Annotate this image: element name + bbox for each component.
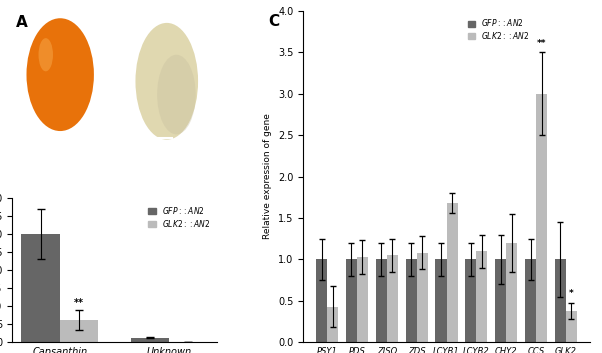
Bar xyxy=(566,311,577,342)
Bar xyxy=(435,259,447,342)
Bar xyxy=(525,259,536,342)
Bar xyxy=(465,259,476,342)
Text: *: * xyxy=(569,289,574,298)
Text: **: ** xyxy=(537,39,546,48)
Legend: $GFP::AN2$, $GLK2::AN2$: $GFP::AN2$, $GLK2::AN2$ xyxy=(145,202,213,232)
Bar xyxy=(387,255,398,342)
Bar xyxy=(495,259,506,342)
Y-axis label: Relative expression of gene: Relative expression of gene xyxy=(263,114,272,239)
Bar xyxy=(417,253,427,342)
Bar xyxy=(376,259,387,342)
Bar xyxy=(327,307,338,342)
Bar xyxy=(316,259,327,342)
Bar xyxy=(21,234,60,342)
Bar xyxy=(346,259,357,342)
Bar xyxy=(476,251,488,342)
Text: **: ** xyxy=(74,298,84,308)
Bar xyxy=(60,320,98,342)
Bar xyxy=(447,203,458,342)
Bar xyxy=(357,257,368,342)
Bar xyxy=(406,259,417,342)
Legend: $GFP::AN2$, $GLK2::AN2$: $GFP::AN2$, $GLK2::AN2$ xyxy=(465,14,533,44)
Bar xyxy=(131,338,169,342)
Bar xyxy=(536,94,547,342)
Bar xyxy=(555,259,566,342)
Bar xyxy=(506,243,517,342)
Text: C: C xyxy=(268,14,280,29)
Text: A: A xyxy=(16,15,28,30)
